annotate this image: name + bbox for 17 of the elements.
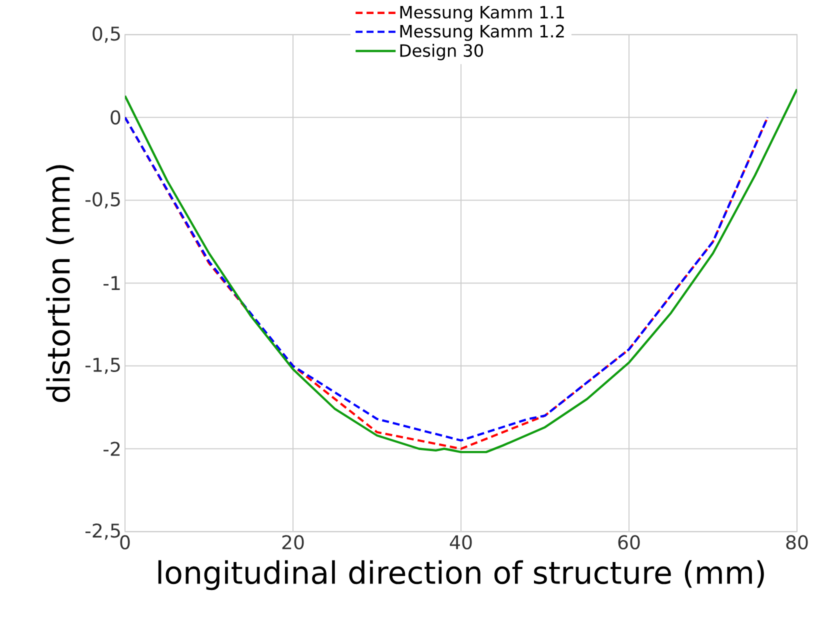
y-tick-label: 0	[110, 110, 120, 125]
y-tick-label: -2	[104, 442, 120, 456]
y-tick-label: -0,5	[85, 192, 120, 209]
legend-label: Messung Kamm 1.1	[400, 6, 564, 22]
x-tick-label: 20	[282, 535, 304, 550]
y-tick-label: -2,5	[85, 524, 120, 540]
x-axis-title: longitudinal direction of structure (mm)	[158, 560, 764, 590]
legend-label: Messung Kamm 1.2	[400, 24, 564, 42]
x-tick-label: 60	[618, 535, 640, 550]
x-tick-label: 80	[786, 535, 808, 550]
y-tick-label: -1	[104, 276, 120, 290]
y-tick-label: -1,5	[85, 358, 120, 374]
y-axis-title: distortion (mm)	[46, 165, 74, 402]
x-tick-label: 40	[450, 535, 472, 550]
x-tick-label: 0	[120, 535, 130, 550]
y-tick-label: 0,5	[92, 26, 120, 43]
legend-label: Design 30	[400, 44, 483, 60]
